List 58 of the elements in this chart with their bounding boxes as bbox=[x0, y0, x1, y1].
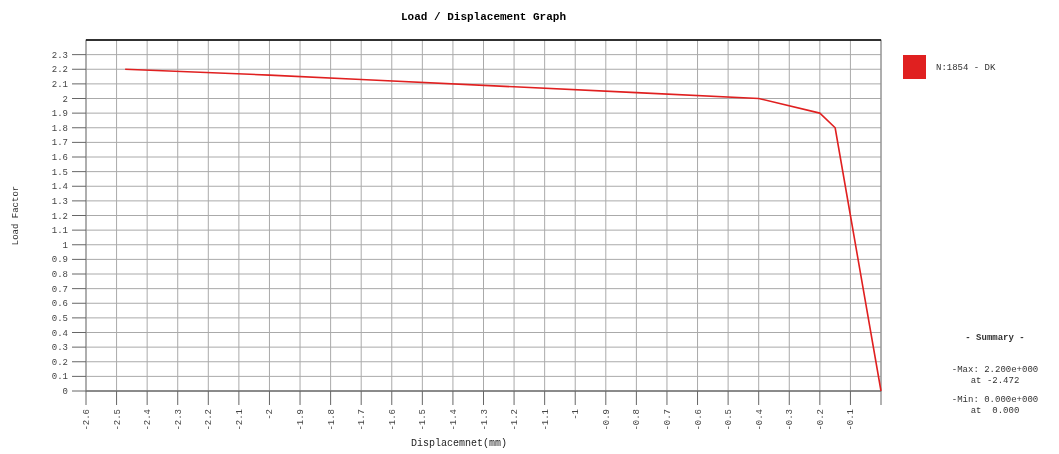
y-tick-label: 1.5 bbox=[51, 167, 68, 178]
text: -Min: 0.000e+000 at 0.000 bbox=[951, 395, 1039, 416]
x-tick-label: -0.1 bbox=[846, 409, 857, 431]
y-tick-label: 1.7 bbox=[51, 138, 68, 149]
y-tick-label: 2 bbox=[62, 94, 68, 105]
x-tick-label: -1.2 bbox=[510, 409, 521, 431]
y-tick-label: 1.4 bbox=[51, 182, 68, 193]
y-tick-label: 2.2 bbox=[51, 65, 68, 76]
x-tick-label: -2.1 bbox=[234, 409, 245, 431]
text: N:1854 - DK bbox=[936, 63, 997, 73]
x-tick-label: -2.6 bbox=[82, 409, 92, 431]
y-tick-label: 0.5 bbox=[51, 313, 68, 324]
chart-title: Load / Displacement Graph bbox=[400, 11, 567, 23]
x-tick-label: -0.9 bbox=[601, 409, 612, 431]
x-tick-label: -0.3 bbox=[785, 409, 796, 431]
y-tick-label: 1.6 bbox=[51, 153, 68, 163]
x-tick-label: -1.6 bbox=[387, 409, 398, 431]
y-tick-label: 1.1 bbox=[51, 226, 68, 237]
x-tick-label: -1.9 bbox=[296, 409, 307, 431]
y-tick-label: 0.8 bbox=[51, 270, 68, 280]
x-tick-label: -0.4 bbox=[754, 409, 765, 431]
x-tick-label: -0.2 bbox=[815, 409, 826, 431]
y-tick-label: 0.6 bbox=[51, 299, 68, 310]
x-tick-label: -1.8 bbox=[326, 409, 337, 431]
y-tick-label: 0 bbox=[62, 387, 68, 397]
x-tick-label: -2.4 bbox=[143, 409, 154, 431]
x-tick-label: -1.4 bbox=[448, 409, 459, 431]
x-tick-label: -2.2 bbox=[204, 409, 215, 431]
y-tick-label: 1.9 bbox=[51, 109, 68, 120]
y-tick-label: 2.3 bbox=[51, 50, 68, 61]
y-tick-label: 0.9 bbox=[51, 255, 68, 266]
x-tick-label: -2 bbox=[265, 409, 276, 420]
x-tick-label: -1 bbox=[571, 409, 582, 420]
x-tick-label: -2.3 bbox=[173, 409, 184, 431]
y-tick-label: 0.4 bbox=[51, 328, 68, 339]
y-tick-label: 0.2 bbox=[51, 357, 68, 368]
x-tick-label: -1.7 bbox=[357, 409, 368, 431]
y-tick-label: 1.8 bbox=[51, 123, 68, 134]
x-tick-label: -1.1 bbox=[540, 409, 551, 431]
x-tick-label: -1.5 bbox=[418, 409, 429, 431]
text: - Summary - bbox=[965, 333, 1025, 343]
x-tick-label: -0.7 bbox=[662, 409, 673, 431]
y-tick-label: 1.2 bbox=[51, 211, 68, 222]
y-tick-label: 0.1 bbox=[51, 372, 68, 383]
y-tick-label: 0.3 bbox=[51, 343, 68, 354]
x-tick-label: -0.5 bbox=[724, 409, 735, 431]
text: -Max: 2.200e+000 at -2.472 bbox=[951, 365, 1039, 386]
y-tick-label: 0.7 bbox=[51, 284, 68, 295]
y-axis-title: Load Factor bbox=[11, 185, 21, 246]
y-tick-label: 1.3 bbox=[51, 196, 68, 207]
x-tick-label: -0.6 bbox=[693, 409, 704, 431]
x-axis-title: Displacemnet(mm) bbox=[411, 438, 508, 449]
x-tick-label: -0.8 bbox=[632, 409, 643, 431]
y-tick-label: 1 bbox=[62, 240, 68, 251]
y-tick-label: 2.1 bbox=[51, 79, 68, 90]
x-tick-label: -1.3 bbox=[479, 409, 490, 431]
line-series bbox=[124, 68, 882, 392]
x-tick-label: -2.5 bbox=[112, 409, 123, 431]
